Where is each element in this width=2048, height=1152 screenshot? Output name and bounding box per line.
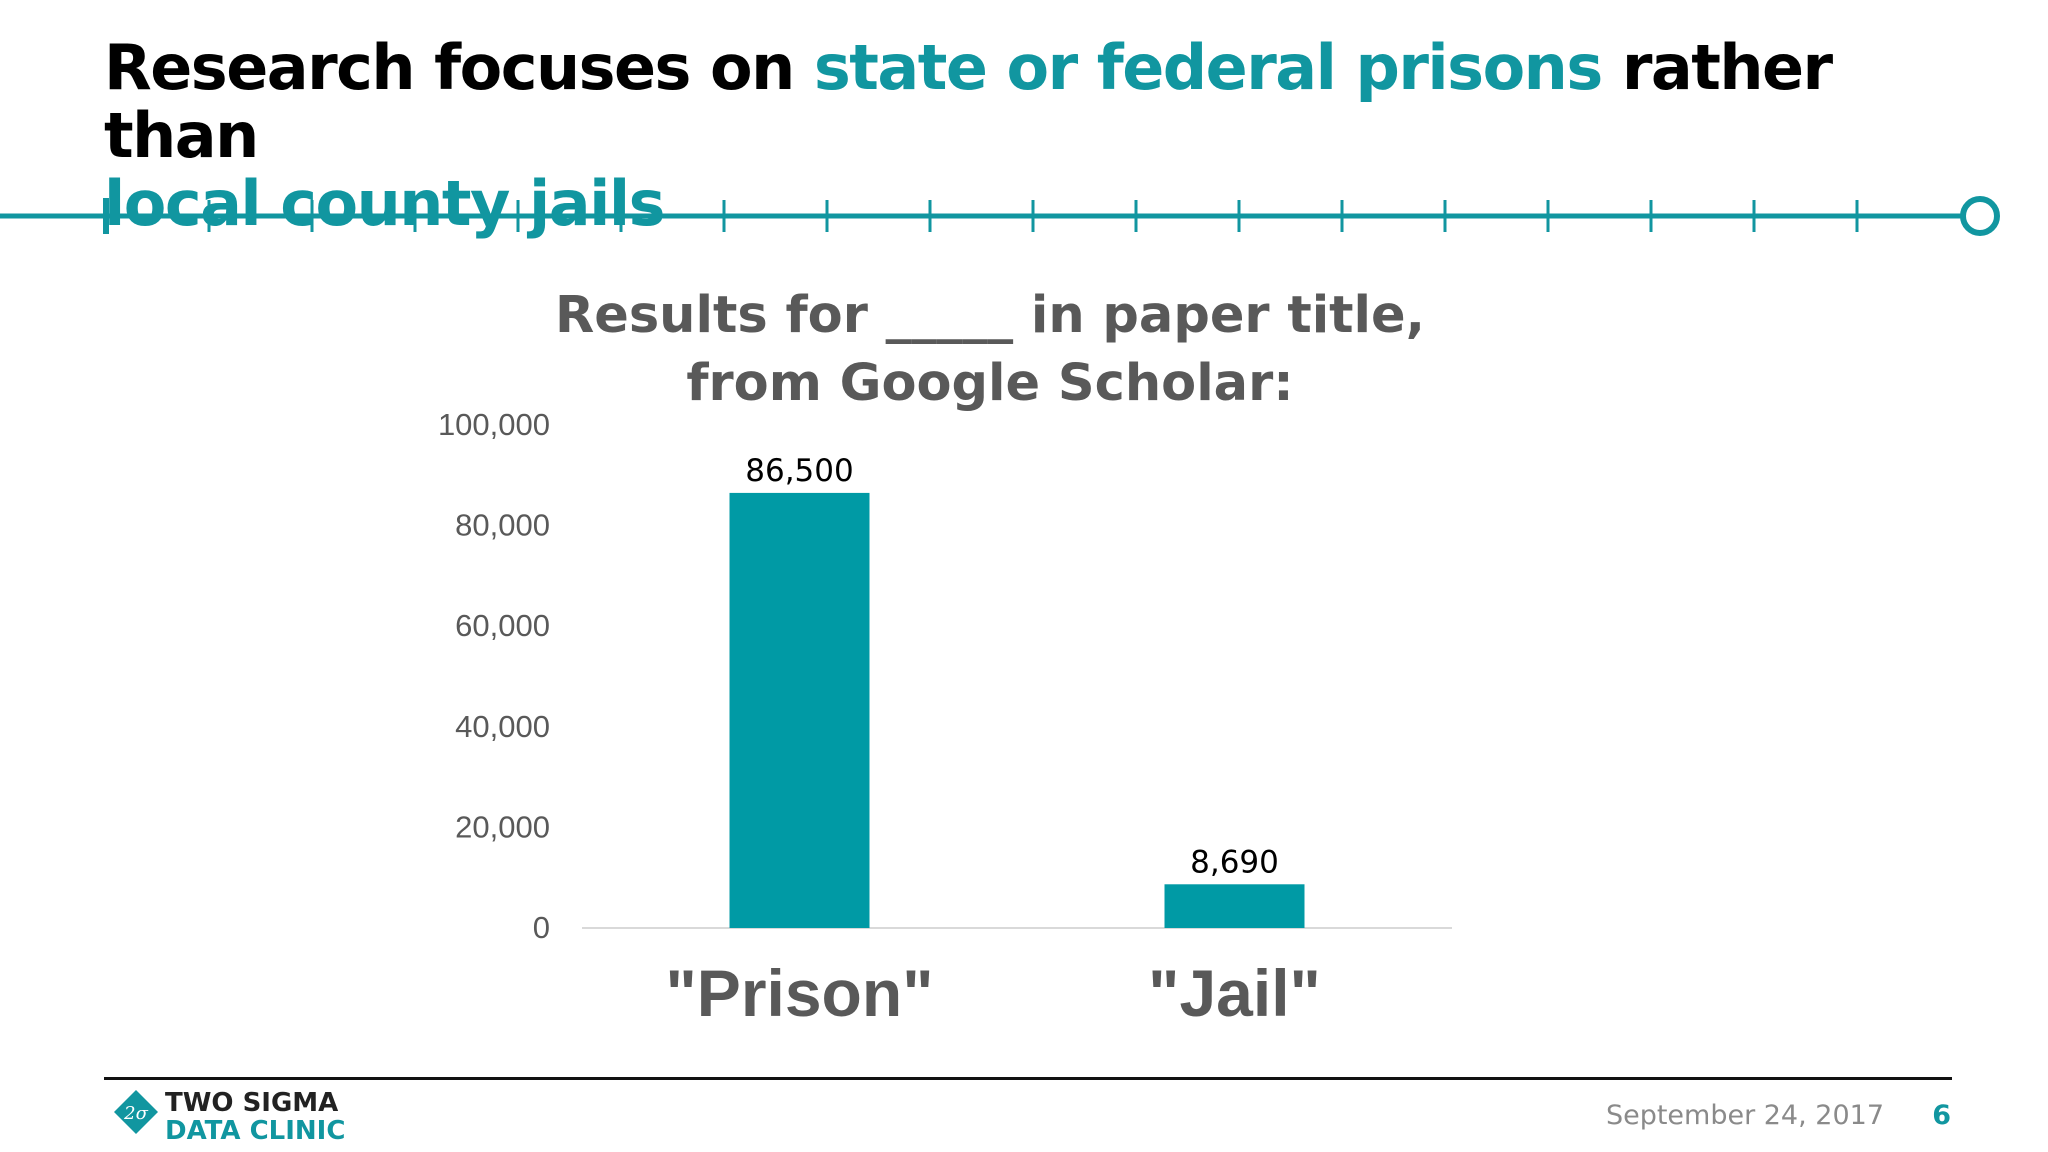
- timeline-decoration: [0, 196, 2000, 236]
- bar-value-label: 8,690: [1190, 844, 1279, 880]
- logo-line-2: DATA CLINIC: [165, 1116, 346, 1146]
- y-tick-label: 0: [533, 910, 550, 945]
- logo-wordmark: TWO SIGMA DATA CLINIC: [165, 1089, 345, 1145]
- svg-text:2σ: 2σ: [123, 1103, 148, 1124]
- logo-line-1: TWO SIGMA: [165, 1088, 339, 1118]
- footer-divider: [104, 1077, 1952, 1080]
- slide-title: Research focuses on state or federal pri…: [104, 34, 2004, 238]
- title-highlight-1: state or federal prisons: [813, 31, 1603, 104]
- y-tick-label: 20,000: [455, 809, 550, 844]
- y-tick-label: 80,000: [455, 508, 550, 543]
- timeline-end-circle: [1960, 196, 2000, 236]
- diamond-2sigma-icon: 2σ: [114, 1090, 158, 1134]
- bar: [729, 492, 870, 928]
- y-tick-label: 40,000: [455, 709, 550, 744]
- chart-title-line-1: Results for _____ in paper title,: [555, 286, 1425, 345]
- y-tick-label: 60,000: [455, 608, 550, 643]
- y-tick-label: 100,000: [438, 407, 550, 442]
- x-category-label: "Jail": [1148, 956, 1321, 1030]
- footer-date: September 24, 2017: [1605, 1100, 1884, 1131]
- title-highlight-2: local county jails: [104, 167, 666, 240]
- bar-value-label: 86,500: [745, 453, 853, 489]
- bar-chart: Results for _____ in paper title, from Go…: [438, 286, 1452, 1030]
- title-text-1: Research focuses on: [104, 31, 814, 104]
- page-number: 6: [1932, 1100, 1951, 1131]
- title-text-2: rather than: [104, 31, 1833, 172]
- chart-title-line-2: from Google Scholar:: [686, 354, 1293, 413]
- x-category-label: "Prison": [666, 956, 934, 1030]
- bar: [1164, 884, 1305, 928]
